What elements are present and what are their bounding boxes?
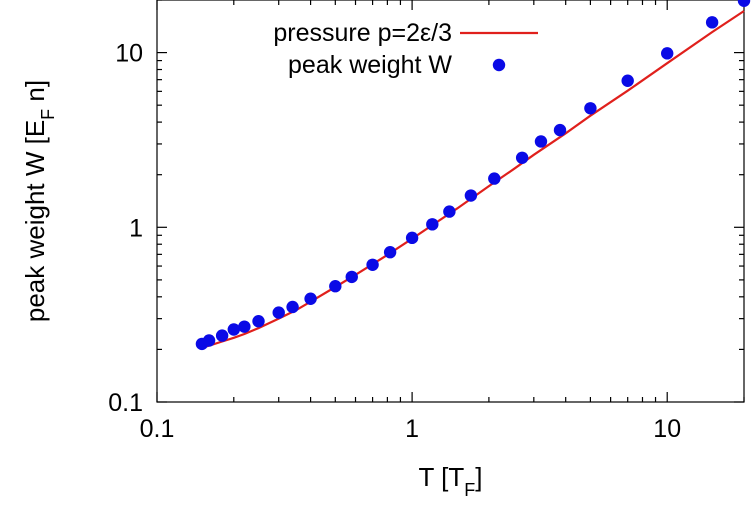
x-tick-label: 0.1 xyxy=(140,415,175,443)
legend-label-peak-weight: peak weight W xyxy=(288,51,452,79)
peak-weight-point xyxy=(534,135,548,148)
pressure-line xyxy=(201,10,745,349)
y-axis-label: peak weight W [EF n] xyxy=(20,80,58,322)
plot-frame xyxy=(156,0,745,403)
peak-weight-point xyxy=(252,315,265,328)
peak-weight-point xyxy=(426,218,439,231)
peak-weight-point xyxy=(737,0,751,7)
peak-weight-point xyxy=(661,47,674,60)
x-tick-label: 10 xyxy=(653,415,681,443)
legend-point-swatch xyxy=(492,58,506,72)
peak-weight-point xyxy=(227,323,240,336)
legend-label-pressure: pressure p=2ε/3 xyxy=(273,19,452,47)
peak-weight-point xyxy=(286,300,299,314)
peak-weight-point xyxy=(215,329,229,342)
y-tick-label: 0.1 xyxy=(108,389,143,417)
peak-weight-point xyxy=(443,205,456,218)
peak-weight-point xyxy=(515,151,529,164)
peak-weight-point xyxy=(238,320,251,333)
peak-weight-point xyxy=(366,258,379,271)
peak-weight-point xyxy=(705,16,719,29)
peak-weight-point xyxy=(272,306,285,319)
peak-weight-point xyxy=(464,189,478,202)
peak-weight-point xyxy=(488,172,501,185)
y-tick-label: 10 xyxy=(115,40,143,68)
peak-weight-point xyxy=(329,280,342,293)
peak-weight-point xyxy=(405,231,419,245)
x-axis-label: T [TF] xyxy=(419,462,483,500)
peak-weight-point xyxy=(553,123,567,137)
peak-weight-point xyxy=(304,292,317,305)
peak-weight-point xyxy=(621,74,634,87)
peak-weight-point xyxy=(345,270,358,284)
y-tick-label: 1 xyxy=(129,214,143,242)
peak-weight-point xyxy=(202,334,216,347)
peak-weight-point xyxy=(383,246,397,259)
peak-weight-point xyxy=(584,102,597,115)
x-tick-label: 1 xyxy=(405,415,419,443)
